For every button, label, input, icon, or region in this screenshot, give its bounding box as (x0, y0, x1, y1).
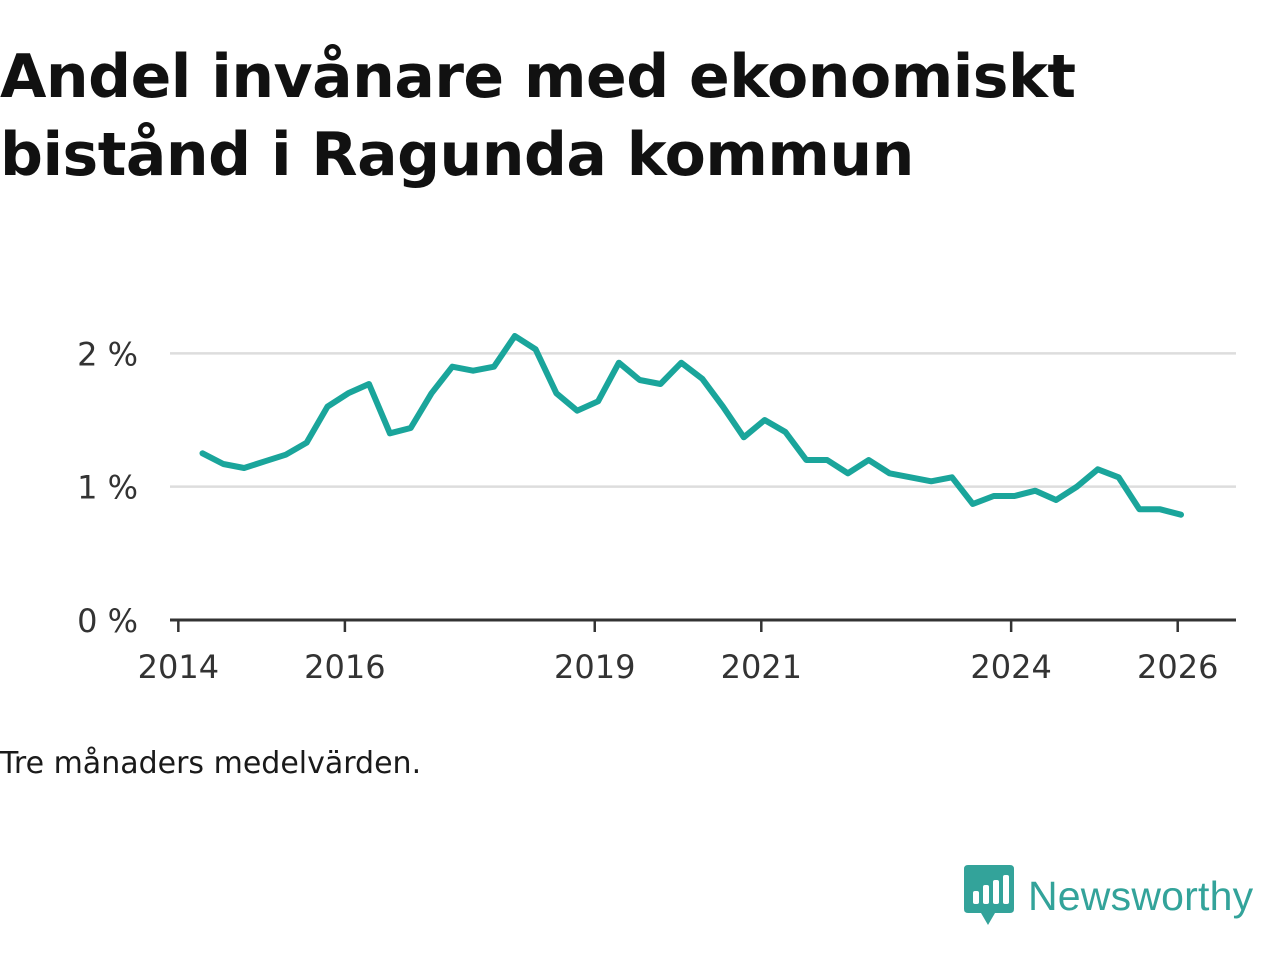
series-layer (199, 333, 1184, 518)
y-tick-label: 2 % (77, 335, 138, 373)
newsworthy-logo-icon (964, 865, 1014, 925)
brand-name: Newsworthy (1028, 873, 1254, 919)
x-tick-label: 2026 (1137, 648, 1218, 686)
y-tick-label: 0 % (77, 602, 138, 640)
chart-title: Andel invånare med ekonomiskt bistånd i … (0, 42, 1076, 190)
series-line (199, 333, 1184, 518)
newsworthy-brand: Newsworthy (964, 864, 1253, 928)
y-tick-label: 1 % (77, 469, 138, 507)
x-tick-label: 2014 (138, 648, 219, 686)
gridlines (170, 352, 1236, 488)
x-tick-label: 2024 (970, 648, 1051, 686)
chart-note: Tre månaders medelvärden. (0, 746, 422, 781)
x-tick-label: 2019 (554, 648, 635, 686)
x-tick-label: 2021 (721, 648, 802, 686)
x-tick-label: 2016 (304, 648, 385, 686)
axes: 0 % 1 % 2 % 2014 2016 2019 2021 2024 2026 (77, 335, 1236, 686)
